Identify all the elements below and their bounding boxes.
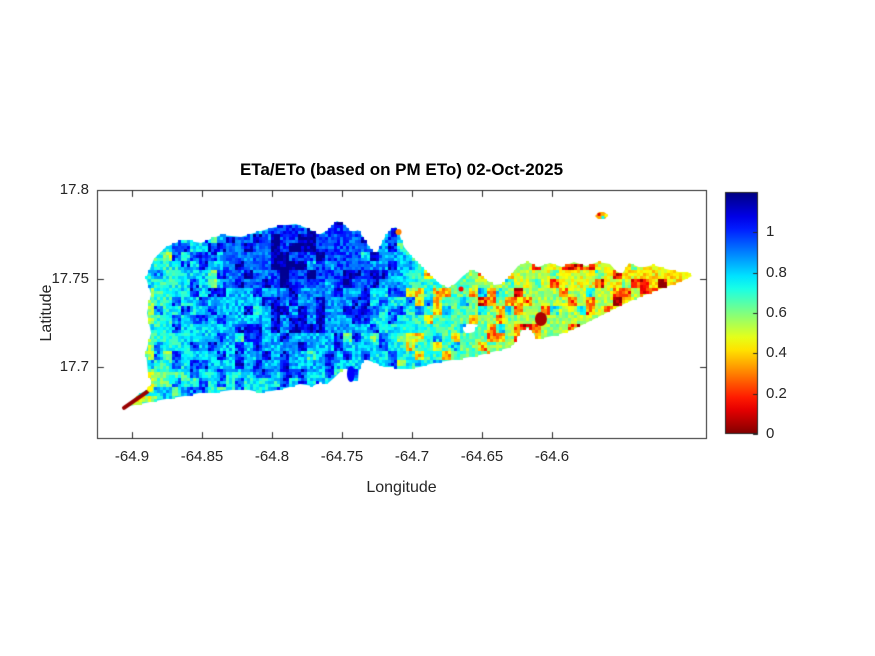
x-tick-label: -64.8 — [254, 448, 290, 465]
x-tick-label: -64.75 — [320, 448, 364, 465]
x-tick-label: -64.7 — [394, 448, 430, 465]
y-axis-label: Latitude — [38, 284, 55, 342]
chart-title: ETa/ETo (based on PM ETo) 02-Oct-2025 — [239, 160, 564, 179]
y-tick-label: 17.75 — [51, 269, 89, 287]
x-tick-label: -64.9 — [114, 448, 150, 465]
colorbar-tick-label: 0 — [766, 425, 775, 442]
colorbar-tick-label: 0.2 — [766, 384, 787, 402]
x-tick-label: -64.6 — [534, 448, 570, 465]
x-tick-label: -64.85 — [180, 448, 224, 465]
y-tick-label: 17.7 — [59, 358, 89, 376]
colorbar-tick-label: 0.6 — [766, 304, 787, 321]
y-tick-label: 17.8 — [59, 181, 89, 198]
colorbar-tick-label: 0.4 — [766, 344, 787, 362]
x-axis-label: Longitude — [366, 479, 437, 496]
colorbar-tick-label: 0.8 — [766, 263, 787, 281]
colorbar-tick-label: 1 — [766, 223, 775, 241]
x-tick-label: -64.65 — [460, 448, 504, 465]
